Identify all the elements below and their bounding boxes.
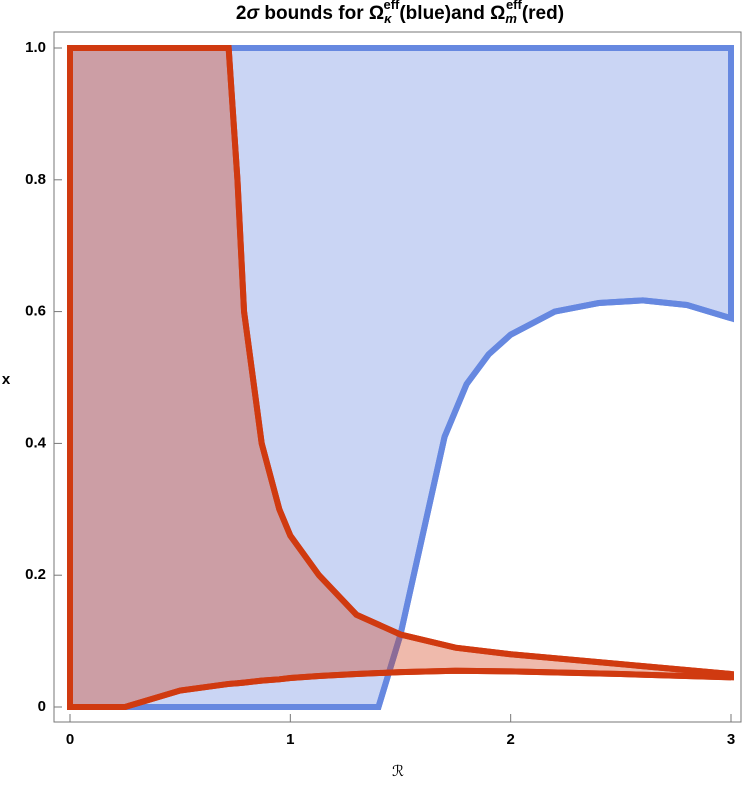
plot-frame xyxy=(53,31,742,723)
x-tick-label: 0 xyxy=(66,731,74,748)
x-tick-label: 1 xyxy=(286,731,294,748)
y-tick-label: 0.2 xyxy=(25,566,46,583)
chart-title: 2σ bounds for Ωκeff(blue)and Ωmeff(red) xyxy=(236,0,564,26)
title-part: eff xyxy=(383,0,400,12)
title-part: Ω xyxy=(369,3,384,24)
title-part: bounds for xyxy=(259,3,369,24)
y-tick-label: 0.6 xyxy=(25,303,46,320)
boundary-line xyxy=(70,297,732,710)
title-part: 2 xyxy=(236,3,247,24)
title-part: (blue)and xyxy=(399,3,490,24)
y-tick-label: 1.0 xyxy=(25,39,46,56)
title-part: Ω xyxy=(490,3,505,24)
x-tick-label: 2 xyxy=(506,731,514,748)
title-part: σ xyxy=(247,3,261,24)
y-tick-label: 0.8 xyxy=(25,171,46,188)
y-tick-label: 0 xyxy=(38,698,46,715)
x-tick-label: 3 xyxy=(727,731,735,748)
title-part: m xyxy=(505,11,517,26)
title-part: eff xyxy=(506,0,523,12)
boundary-line xyxy=(70,667,732,710)
title-part: κ xyxy=(384,11,392,26)
title-part: (red) xyxy=(522,3,564,24)
x-axis-label: ℛ xyxy=(392,762,404,780)
y-tick-label: 0.4 xyxy=(25,434,47,451)
y-axis-label: x xyxy=(2,371,11,388)
boundary-line xyxy=(70,45,732,678)
